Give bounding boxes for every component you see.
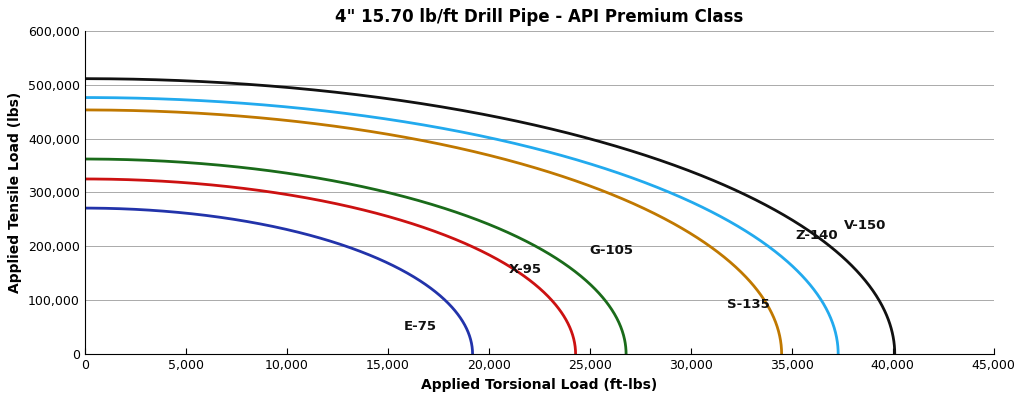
Y-axis label: Applied Tensile Load (lbs): Applied Tensile Load (lbs) [8,92,23,293]
Title: 4" 15.70 lb/ft Drill Pipe - API Premium Class: 4" 15.70 lb/ft Drill Pipe - API Premium … [335,8,743,26]
Text: G-105: G-105 [590,244,634,257]
Text: X-95: X-95 [509,262,542,276]
X-axis label: Applied Torsional Load (ft-lbs): Applied Torsional Load (ft-lbs) [421,378,657,392]
Text: Z-140: Z-140 [796,229,839,242]
Text: V-150: V-150 [844,219,887,232]
Text: S-135: S-135 [727,298,770,310]
Text: E-75: E-75 [403,320,437,333]
